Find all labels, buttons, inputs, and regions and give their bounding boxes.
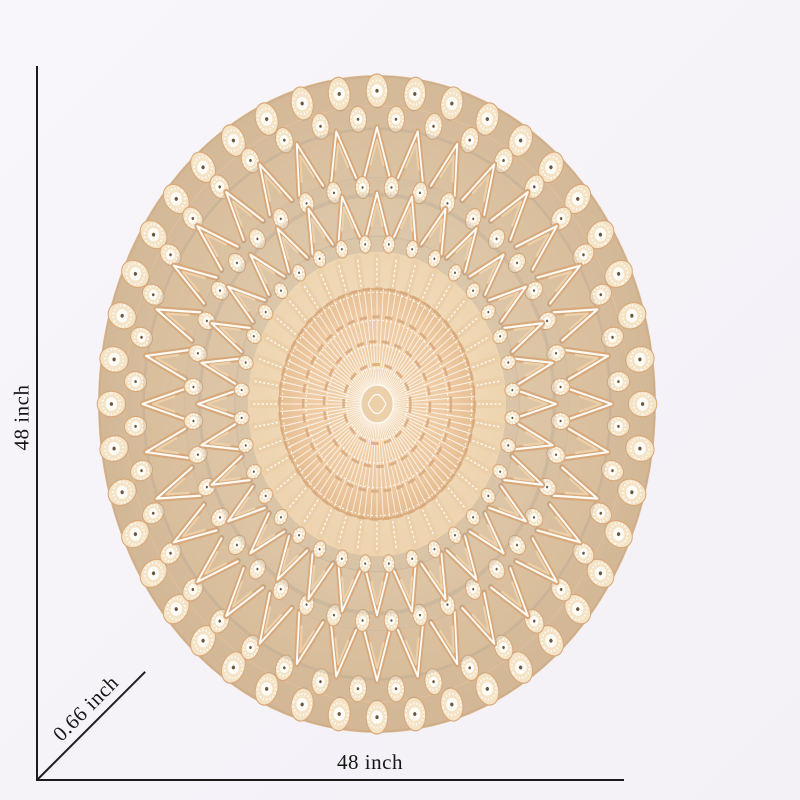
width-dimension-line [36, 779, 624, 781]
height-dimension-line [36, 66, 38, 780]
width-dimension-label: 48 inch [337, 750, 403, 774]
height-dimension-label: 48 inch [9, 384, 34, 451]
